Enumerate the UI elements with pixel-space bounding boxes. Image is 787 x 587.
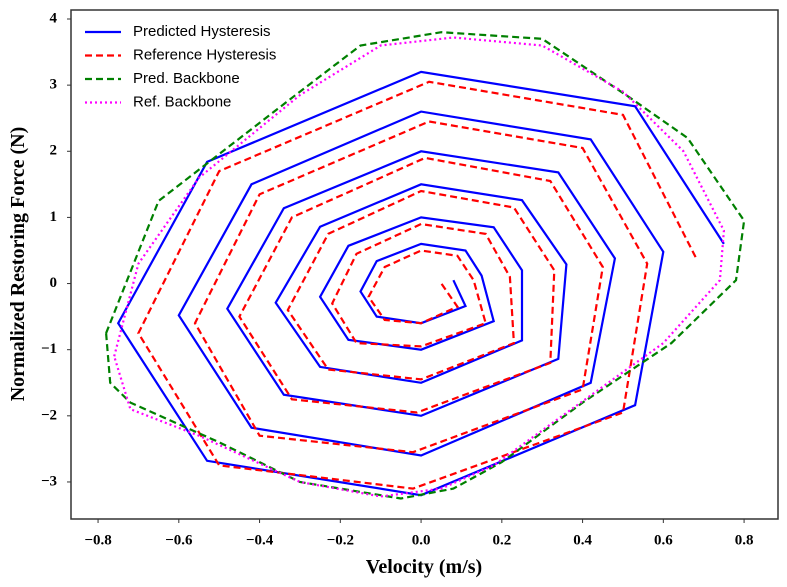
series-line <box>116 70 725 497</box>
series-line <box>137 80 697 490</box>
x-tick-label: −0.6 <box>165 532 193 548</box>
y-tick-label: 4 <box>50 10 58 26</box>
x-tick-label: 0.8 <box>735 532 754 548</box>
x-tick-label: 0.6 <box>654 532 673 548</box>
x-tick-label: 0.0 <box>412 532 431 548</box>
legend-label: Ref. Backbone <box>133 93 231 110</box>
y-tick-label: 3 <box>50 77 58 93</box>
series-line <box>113 36 726 498</box>
x-tick-label: −0.4 <box>246 532 274 548</box>
y-tick-label: 1 <box>50 209 58 225</box>
legend-label: Reference Hysteresis <box>133 46 276 63</box>
y-tick-label: −2 <box>41 407 57 423</box>
y-tick-label: 0 <box>50 275 58 291</box>
plot-frame <box>70 9 779 520</box>
y-tick-label: −1 <box>41 341 57 357</box>
y-axis-label: Normalized Restoring Force (N) <box>7 127 29 402</box>
y-tick-label: 2 <box>50 143 58 159</box>
series-line <box>105 31 746 500</box>
x-tick-label: −0.2 <box>327 532 354 548</box>
x-axis-label: Velocity (m/s) <box>366 556 482 578</box>
y-tick-label: −3 <box>41 473 57 489</box>
x-tick-label: −0.8 <box>84 532 111 548</box>
legend-label: Predicted Hysteresis <box>133 23 271 40</box>
legend-label: Pred. Backbone <box>133 70 240 87</box>
x-tick-label: 0.2 <box>492 532 511 548</box>
x-tick-label: 0.4 <box>573 532 592 548</box>
